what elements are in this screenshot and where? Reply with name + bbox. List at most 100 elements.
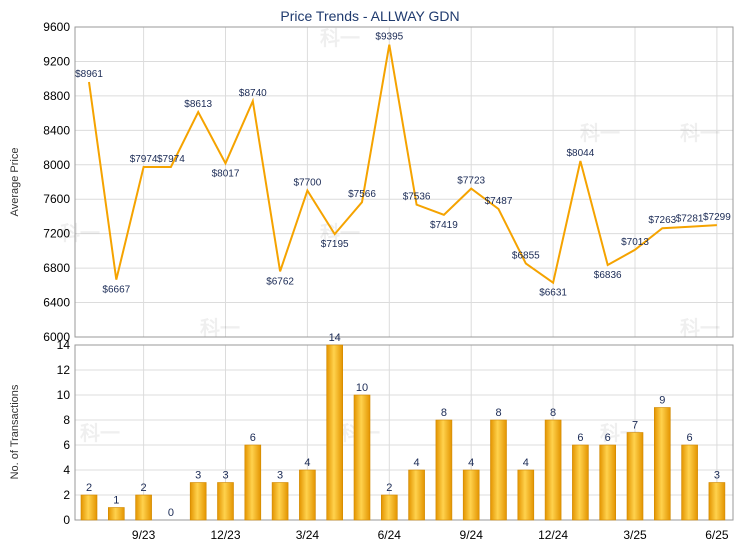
price-y-tick-label: 8400 <box>43 123 70 137</box>
transaction-bar-label: 8 <box>495 407 501 419</box>
price-point-label: $7419 <box>430 220 458 231</box>
transaction-bar-label: 9 <box>659 395 665 407</box>
price-y-tick-label: 7200 <box>43 227 70 241</box>
transactions-data-labels: 2 1 2 0 3 3 6 3 4 14 10 2 4 8 4 8 4 8 6 6 7 9 6 3 <box>86 332 720 519</box>
price-point-label: $7700 <box>293 178 321 189</box>
transaction-bar-label: 2 <box>386 482 392 494</box>
transaction-bar-label: 8 <box>550 407 556 419</box>
chart-title: Price Trends - ALLWAY GDN <box>280 8 459 24</box>
price-y-tick-label: 7600 <box>43 192 70 206</box>
price-point-label: $6762 <box>266 276 294 287</box>
price-y-tick-label: 6800 <box>43 261 70 275</box>
transaction-bar-label: 4 <box>523 457 529 469</box>
transaction-bar <box>490 419 507 521</box>
transaction-bar-label: 6 <box>687 432 693 444</box>
price-y-tick-label: 9600 <box>43 20 70 34</box>
price-point-label: $7487 <box>485 196 513 207</box>
transaction-bar <box>408 469 425 521</box>
price-point-label: $7536 <box>403 192 431 203</box>
transaction-bar-label: 7 <box>632 420 638 432</box>
price-point-label: $6855 <box>512 250 540 261</box>
x-tick-label: 3/25 <box>623 528 647 542</box>
transaction-bar <box>626 432 644 521</box>
transaction-bar <box>80 494 98 521</box>
transaction-bar-label: 2 <box>86 482 92 494</box>
x-axis: 9/23 12/23 3/24 6/24 9/24 12/24 3/25 6/25 <box>132 528 729 542</box>
transaction-bar <box>244 444 262 521</box>
watermark: 科一 <box>320 26 360 50</box>
watermark: 科一 <box>580 121 620 145</box>
transaction-bar-label: 0 <box>168 507 174 519</box>
transaction-bar <box>435 419 453 521</box>
price-point-label: $8961 <box>75 69 103 80</box>
transaction-bar <box>708 482 726 521</box>
price-y-tick-label: 8800 <box>43 89 70 103</box>
transaction-bar <box>544 419 562 521</box>
transaction-bar-label: 10 <box>356 382 368 394</box>
watermark: 科一 <box>200 316 240 340</box>
watermark: 科一 <box>80 421 120 445</box>
transaction-bar <box>517 469 535 521</box>
price-line-series <box>88 44 717 285</box>
transactions-y-tick-label: 2 <box>63 488 70 502</box>
price-y-tick-label: 6400 <box>43 296 70 310</box>
watermark: 科一 <box>60 221 100 245</box>
transaction-bar-label: 3 <box>222 470 228 482</box>
price-point-label: $6667 <box>102 285 130 296</box>
transaction-bar-label: 4 <box>468 457 474 469</box>
transaction-bar-label: 8 <box>441 407 447 419</box>
price-point-label: $6836 <box>594 270 622 281</box>
transaction-bar-label: 4 <box>414 457 420 469</box>
price-point-label: $7263 <box>648 215 676 226</box>
price-point-label: $9395 <box>375 32 403 43</box>
x-tick-label: 3/24 <box>296 528 320 542</box>
price-point-label: $6631 <box>539 288 567 299</box>
price-y-tick-label: 8000 <box>43 158 70 172</box>
transaction-bar <box>681 444 698 521</box>
transaction-bar <box>462 469 480 521</box>
transactions-y-tick-label: 6 <box>63 438 70 452</box>
price-point-label: $7974 <box>130 154 158 165</box>
price-y-axis-title: Average Price <box>9 148 21 217</box>
transactions-plot-frame <box>74 344 734 521</box>
transaction-bar <box>353 394 371 521</box>
x-tick-label: 9/23 <box>132 528 156 542</box>
transactions-y-tick-label: 10 <box>57 388 71 402</box>
transactions-y-tick-label: 4 <box>63 463 70 477</box>
transaction-bar <box>217 482 234 521</box>
price-point-label: $8017 <box>212 168 240 179</box>
transaction-bar-label: 4 <box>304 457 310 469</box>
transaction-bar-label: 14 <box>329 332 341 344</box>
price-data-labels: $8961 $6667 $7974 $7974 $8613 $8017 $8740 $6762… <box>75 32 731 299</box>
price-point-label: $8044 <box>566 148 594 159</box>
price-line <box>88 44 717 285</box>
transaction-bar <box>108 507 125 521</box>
price-y-tick-label: 6000 <box>43 330 70 344</box>
transaction-bar-label: 3 <box>195 470 201 482</box>
x-tick-label: 6/24 <box>378 528 402 542</box>
price-point-label: $7013 <box>621 237 649 248</box>
transaction-bar <box>599 444 617 521</box>
price-point-label: $7281 <box>676 214 704 225</box>
price-point-label: $7566 <box>348 189 376 200</box>
transaction-bar <box>380 494 398 521</box>
transaction-bar-label: 6 <box>605 432 611 444</box>
transactions-y-axis-title: No. of Transactions <box>9 384 21 479</box>
price-point-label: $7195 <box>321 239 349 250</box>
transaction-bar-label: 3 <box>714 470 720 482</box>
transaction-bar-label: 6 <box>250 432 256 444</box>
price-y-tick-label: 9200 <box>43 54 70 68</box>
transaction-bar-label: 2 <box>141 482 147 494</box>
transactions-y-tick-label: 12 <box>57 363 71 377</box>
x-tick-label: 12/24 <box>538 528 568 542</box>
transaction-bar <box>653 407 671 521</box>
transaction-bar <box>189 482 207 521</box>
transaction-bar-label: 6 <box>577 432 583 444</box>
x-tick-label: 9/24 <box>460 528 484 542</box>
transactions-y-tick-label: 0 <box>63 513 70 527</box>
transactions-bar-series <box>80 344 726 521</box>
transactions-y-tick-label: 8 <box>63 413 70 427</box>
price-plot-frame <box>74 26 734 338</box>
